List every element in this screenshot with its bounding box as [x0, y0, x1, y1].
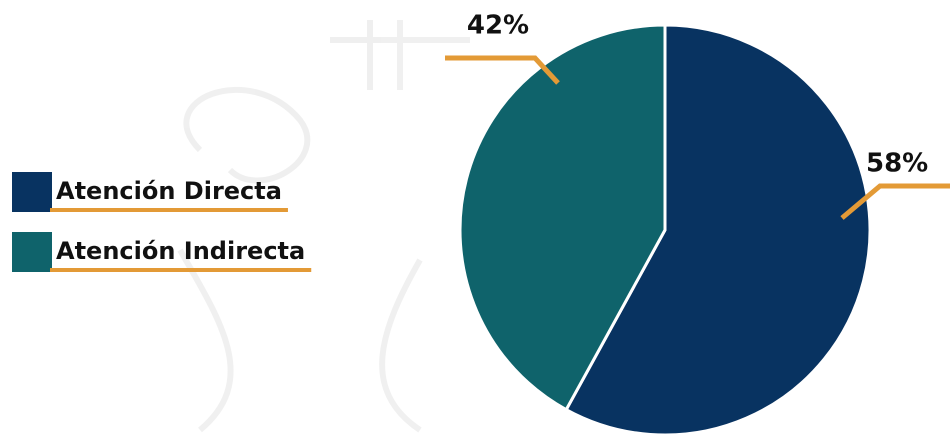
legend-label: Atención Directa	[56, 177, 282, 205]
leader-line	[840, 183, 950, 220]
pie-slice	[564, 23, 872, 437]
leader-line	[445, 55, 560, 85]
legend-swatch	[12, 232, 52, 272]
value-label: 58%	[866, 149, 928, 179]
legend-swatch	[12, 172, 52, 212]
pie-slice	[458, 23, 667, 412]
value-label: 42%	[467, 11, 529, 41]
watermark	[177, 20, 470, 433]
legend-label: Atención Indirecta	[56, 237, 305, 265]
